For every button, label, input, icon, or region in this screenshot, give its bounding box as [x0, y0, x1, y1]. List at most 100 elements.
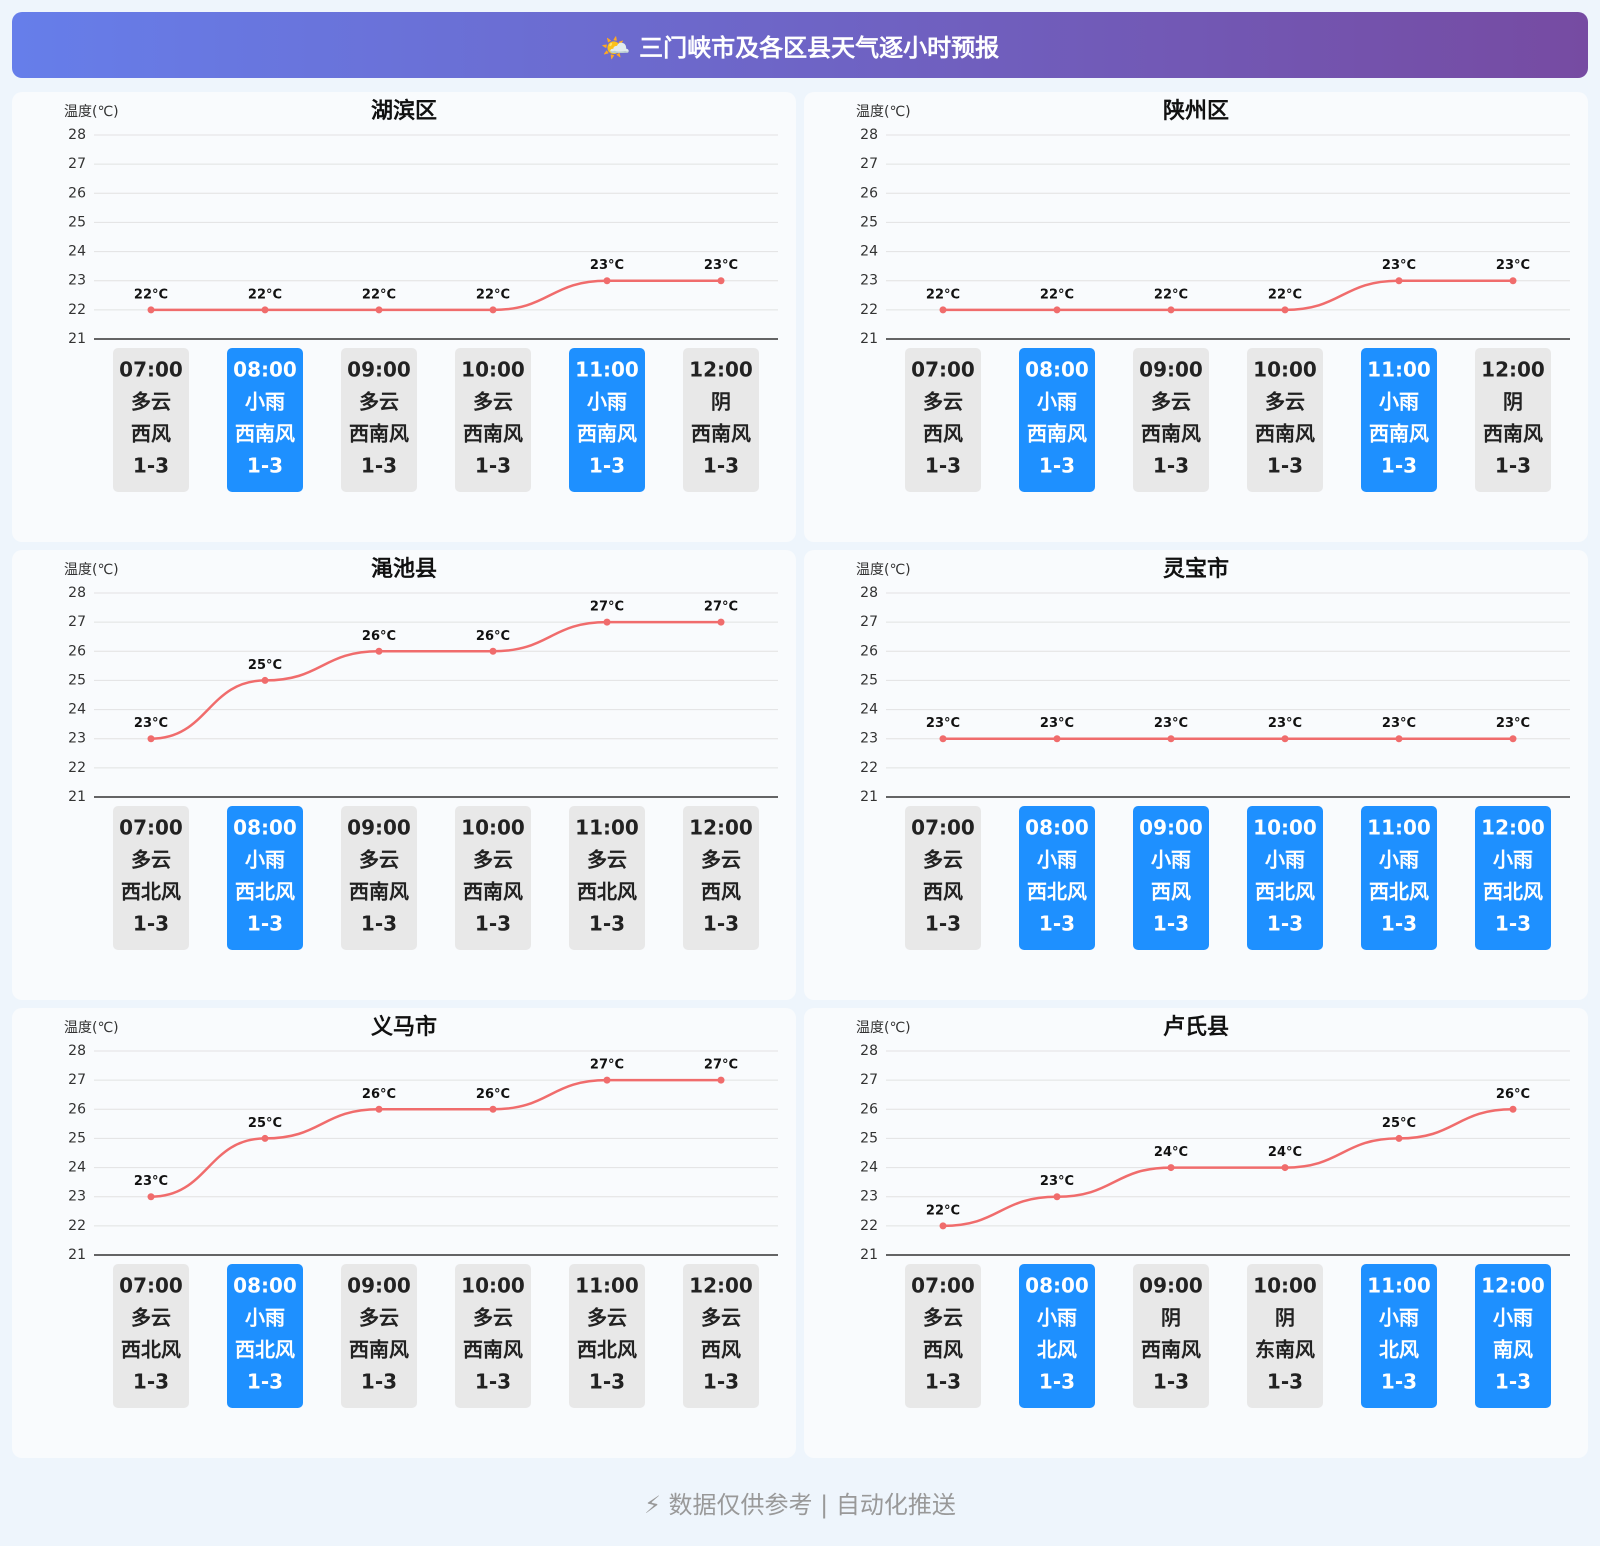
temperature-point: [1395, 735, 1403, 743]
wind-level-label: 1-3: [475, 1370, 511, 1394]
chart-title: 渑池县: [371, 557, 437, 582]
data-label: 22°C: [248, 287, 282, 302]
y-axis-label: 温度(℃): [64, 104, 119, 120]
temperature-point: [717, 618, 725, 626]
wind-level-label: 1-3: [589, 912, 625, 936]
y-axis-label: 温度(℃): [856, 1020, 911, 1036]
hour-tile: [683, 806, 759, 950]
temperature-point: [1167, 735, 1175, 743]
weather-label: 多云: [587, 848, 627, 872]
temperature-point: [1509, 277, 1517, 285]
data-label: 25°C: [248, 658, 282, 673]
data-label: 23°C: [1382, 716, 1416, 731]
temperature-line: [943, 279, 1513, 312]
data-label: 23°C: [1496, 716, 1530, 731]
y-tick-label: 26: [860, 1101, 878, 1117]
wind-level-label: 1-3: [589, 454, 625, 478]
hour-label: 10:00: [461, 358, 525, 382]
wind-label: 西风: [701, 1338, 741, 1362]
y-tick-label: 27: [860, 614, 878, 630]
hour-tile: [1361, 1264, 1437, 1408]
chart: 卢氏县 温度(℃) 21 22 23 24 25 26 27 28 22°C 23°C 24°C 24°C…: [856, 1014, 1570, 1408]
hour-label: 12:00: [1481, 1274, 1545, 1298]
weather-label: 多云: [359, 848, 399, 872]
hour-tile: [1133, 1264, 1209, 1408]
y-tick-label: 22: [860, 1218, 878, 1234]
y-tick-label: 27: [860, 156, 878, 172]
chart-title: 卢氏县: [1163, 1014, 1229, 1040]
weather-label: 多云: [473, 390, 513, 414]
wind-level-label: 1-3: [1039, 454, 1075, 478]
wind-label: 西北风: [121, 880, 181, 904]
temperature-point: [1053, 735, 1061, 743]
hour-label: 07:00: [911, 358, 975, 382]
page-title: 🌤️ 三门峡市及各区县天气逐小时预报: [12, 12, 1588, 78]
hour-tile: [1247, 348, 1323, 492]
data-label: 23°C: [1496, 258, 1530, 273]
hour-label: 10:00: [1253, 816, 1317, 840]
y-tick-label: 25: [860, 672, 878, 688]
hour-label: 09:00: [1139, 358, 1203, 382]
weather-label: 多云: [701, 1306, 741, 1330]
wind-level-label: 1-3: [1267, 912, 1303, 936]
data-label: 27°C: [704, 1058, 738, 1073]
wind-label: 西南风: [349, 1338, 409, 1362]
y-tick-label: 26: [68, 1101, 86, 1117]
weather-label: 小雨: [1037, 848, 1077, 872]
weather-label: 多云: [587, 1306, 627, 1330]
hour-tile: [1133, 806, 1209, 950]
city-panel: 卢氏县 温度(℃) 21 22 23 24 25 26 27 28 22°C 23°C 24°C 24°C…: [804, 1008, 1588, 1458]
weather-label: 小雨: [245, 1306, 285, 1330]
wind-label: 西南风: [463, 422, 523, 446]
hour-tile: [569, 348, 645, 492]
hour-label: 08:00: [233, 816, 297, 840]
hour-label: 07:00: [911, 816, 975, 840]
temperature-point: [1395, 277, 1403, 285]
temperature-point: [1281, 735, 1289, 743]
temperature-point: [603, 1076, 611, 1084]
data-label: 25°C: [248, 1116, 282, 1131]
wind-label: 西南风: [463, 1338, 523, 1362]
y-tick-label: 22: [68, 760, 86, 776]
wind-label: 西南风: [235, 422, 295, 446]
temperature-point: [375, 306, 383, 314]
hour-tile: [569, 806, 645, 950]
y-tick-label: 28: [68, 127, 86, 143]
wind-level-label: 1-3: [475, 454, 511, 478]
city-panel: 义马市 温度(℃) 21 22 23 24 25 26 27 28 23°C 25°C 26°C 26°C…: [12, 1008, 796, 1458]
data-label: 26°C: [362, 1087, 396, 1102]
data-label: 24°C: [1154, 1145, 1188, 1160]
wind-label: 西南风: [463, 880, 523, 904]
wind-label: 北风: [1037, 1338, 1077, 1362]
hour-label: 11:00: [1367, 1274, 1431, 1298]
temperature-point: [1281, 1164, 1289, 1172]
y-tick-label: 27: [860, 1072, 878, 1088]
y-tick-label: 23: [860, 1189, 878, 1205]
wind-level-label: 1-3: [703, 1370, 739, 1394]
hour-tile: [455, 806, 531, 950]
wind-label: 南风: [1493, 1338, 1533, 1362]
hour-tile: [113, 348, 189, 492]
hour-label: 08:00: [233, 1274, 297, 1298]
hour-tile: [569, 1264, 645, 1408]
wind-level-label: 1-3: [247, 454, 283, 478]
data-label: 22°C: [362, 287, 396, 302]
temperature-point: [1167, 306, 1175, 314]
temperature-point: [1509, 1105, 1517, 1113]
hour-tile: [1247, 806, 1323, 950]
hour-label: 07:00: [119, 816, 183, 840]
wind-level-label: 1-3: [1381, 1370, 1417, 1394]
hour-label: 11:00: [575, 358, 639, 382]
y-tick-label: 25: [68, 1130, 86, 1146]
weather-label: 小雨: [245, 390, 285, 414]
city-panel: 陕州区 温度(℃) 21 22 23 24 25 26 27 28 22°C 22°C 22°C 22°C…: [804, 92, 1588, 542]
hour-tile: [1133, 348, 1209, 492]
y-tick-label: 28: [68, 1043, 86, 1059]
city-panel: 湖滨区 温度(℃) 21 22 23 24 25 26 27 28 22°C 22°C 22°C 22°C…: [12, 92, 796, 542]
temperature-point: [939, 735, 947, 743]
weather-label: 小雨: [1379, 390, 1419, 414]
data-label: 22°C: [926, 287, 960, 302]
wind-label: 西南风: [1483, 422, 1543, 446]
hour-label: 09:00: [1139, 1274, 1203, 1298]
chart: 渑池县 温度(℃) 21 22 23 24 25 26 27 28 23°C 25°C 26°C 26°C…: [64, 557, 778, 950]
